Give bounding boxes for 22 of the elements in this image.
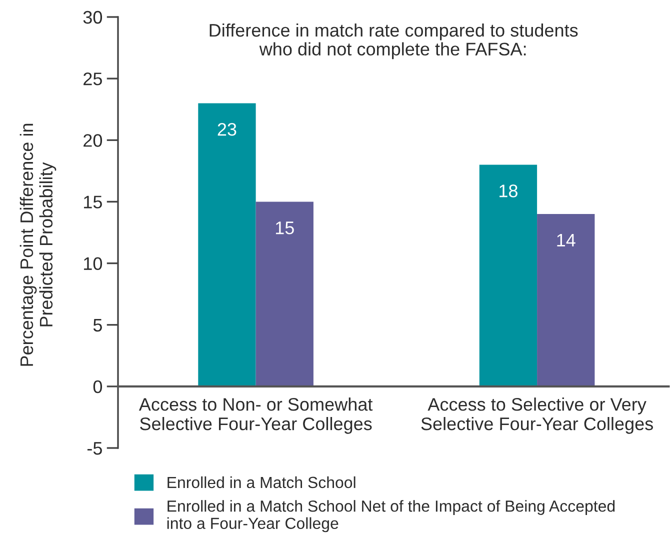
y-axis-title: Percentage Point Difference in Predicted Probability bbox=[20, 124, 56, 366]
bar bbox=[256, 202, 314, 386]
y-tick-label: 20 bbox=[84, 134, 102, 147]
data-label: 18 bbox=[500, 184, 518, 198]
data-label: 14 bbox=[557, 234, 576, 246]
y-tick-label: 15 bbox=[84, 196, 102, 208]
y-tick-label: 0 bbox=[93, 380, 102, 394]
legend-label: Enrolled in a Match School bbox=[168, 476, 356, 488]
data-label: 15 bbox=[276, 222, 294, 234]
y-tick-label: 10 bbox=[84, 257, 102, 270]
text: Difference in match rate compared to students who did not complete the FAFSA: bbox=[210, 23, 578, 60]
y-tick-label: -5 bbox=[87, 442, 102, 455]
bar bbox=[198, 103, 256, 386]
x-tick-label: Access to Selective or Very Selective Four-Year Colleges bbox=[421, 398, 653, 434]
data-label: 23 bbox=[218, 122, 236, 136]
y-tick-label: 5 bbox=[93, 318, 102, 332]
x-tick-label: Access to Non- or Somewhat Selective Four-Year Colleges bbox=[138, 398, 373, 434]
bar bbox=[479, 164, 538, 386]
y-tick-label: 25 bbox=[84, 72, 102, 86]
y-tick-label: 30 bbox=[83, 10, 102, 24]
legend-label: Enrolled in a Match School Net of the Impact of Being Accepted into a Four-Year College bbox=[167, 500, 615, 532]
bar bbox=[537, 214, 595, 386]
